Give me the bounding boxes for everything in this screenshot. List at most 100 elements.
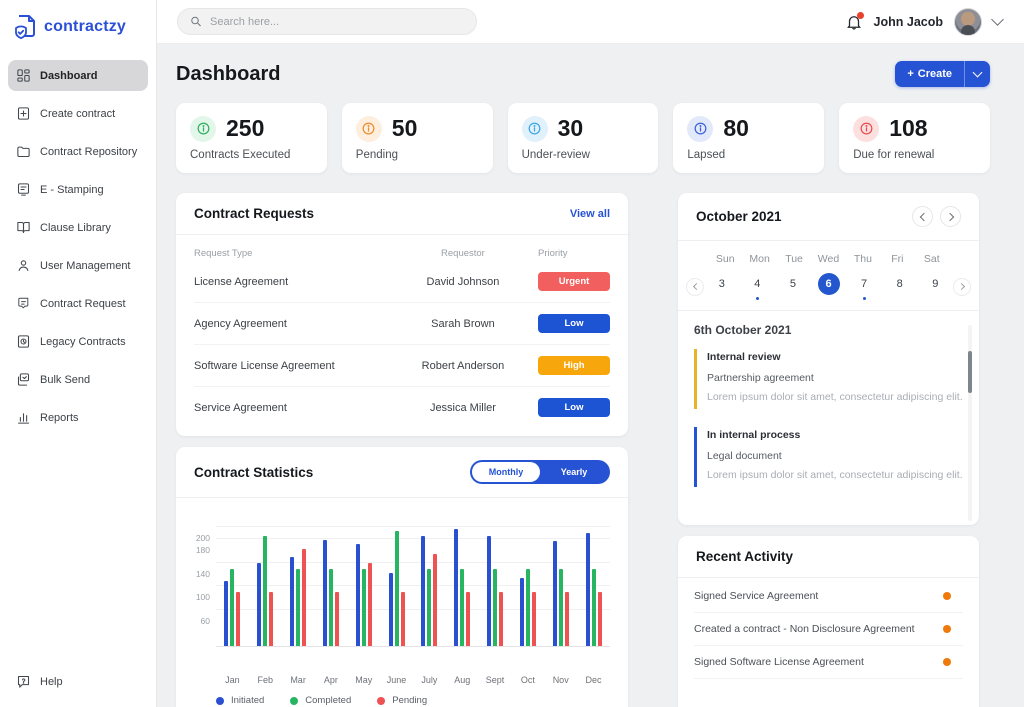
sidebar-item-bulk-send[interactable]: Bulk Send xyxy=(8,364,148,395)
sidebar-item-create-contract[interactable]: Create contract xyxy=(8,98,148,129)
dates-prev-button[interactable] xyxy=(686,277,704,296)
activity-row[interactable]: Signed Software License Agreement xyxy=(694,646,963,679)
bar-group-july[interactable] xyxy=(421,522,438,646)
bar-group-june[interactable] xyxy=(388,522,405,646)
calendar-prev-month-button[interactable] xyxy=(912,206,933,227)
bar-initiated xyxy=(585,532,590,646)
create-button[interactable]: + Create xyxy=(895,61,964,87)
x-tick-label: Feb xyxy=(257,675,273,685)
activity-row[interactable]: Signed Service Agreement xyxy=(694,580,963,613)
stat-label: Lapsed xyxy=(687,149,726,161)
table-row[interactable]: Software License Agreement Robert Anderso… xyxy=(194,345,610,387)
toggle-option-yearly[interactable]: Yearly xyxy=(560,467,588,477)
agenda-scrollbar-track xyxy=(968,325,972,521)
sidebar-item-contract-request[interactable]: Contract Request xyxy=(8,288,148,319)
agenda-event[interactable]: Internal review Partnership agreement Lore… xyxy=(694,349,963,409)
request-type: Agency Agreement xyxy=(194,317,287,330)
toggle-option-monthly[interactable]: Monthly xyxy=(472,462,540,482)
help-icon xyxy=(17,675,30,688)
event-description: Lorem ipsum dolor sit amet, consectetur … xyxy=(707,469,963,481)
date-number: 9 xyxy=(932,278,939,290)
sidebar-item-help[interactable]: Help xyxy=(16,674,140,689)
event-status: In internal process xyxy=(707,429,801,441)
bar-group-nov[interactable] xyxy=(552,522,569,646)
contract-statistics-title: Contract Statistics xyxy=(194,464,314,480)
brand-logo[interactable]: contractzy xyxy=(0,0,156,56)
activity-row[interactable]: Created a contract - Non Disclosure Agre… xyxy=(694,613,963,646)
create-dropdown-button[interactable] xyxy=(965,61,990,87)
bar-completed xyxy=(296,568,301,646)
calendar-date-3[interactable]: 3 xyxy=(704,273,740,300)
bar-group-apr[interactable] xyxy=(322,522,339,646)
legend-item-pending: Pending xyxy=(377,695,427,706)
calendar-date-8[interactable]: 8 xyxy=(882,273,918,300)
recent-activity-list: Signed Service Agreement Created a contra… xyxy=(678,578,979,689)
left-column: Contract Requests View all Request Type R… xyxy=(176,193,628,707)
calendar-dates-strip: 3 4 5 6 7 8 9 xyxy=(678,267,979,302)
view-all-link[interactable]: View all xyxy=(569,207,610,220)
dates-next-button[interactable] xyxy=(953,277,971,296)
priority-badge: Low xyxy=(538,398,610,417)
stat-label: Due for renewal xyxy=(853,149,935,161)
calendar-date-6[interactable]: 6 xyxy=(811,273,847,300)
sidebar-item-e-stamping[interactable]: E - Stamping xyxy=(8,174,148,205)
sidebar-item-label: Dashboard xyxy=(40,69,98,82)
bar-pending xyxy=(269,592,274,646)
bar-initiated xyxy=(552,541,557,646)
bar-group-feb[interactable] xyxy=(257,522,274,646)
bar-pending xyxy=(400,592,405,646)
y-tick-label: 140 xyxy=(195,568,210,579)
calendar-date-5[interactable]: 5 xyxy=(775,273,811,300)
calendar-date-4[interactable]: 4 xyxy=(740,273,776,300)
info-icon xyxy=(190,115,216,142)
activity-status-dot xyxy=(943,658,951,666)
bar-completed xyxy=(558,568,563,646)
x-tick-label: Oct xyxy=(520,675,535,685)
sidebar-item-clause-library[interactable]: Clause Library xyxy=(8,212,148,243)
chevron-left-icon xyxy=(919,212,928,221)
sidebar-item-dashboard[interactable]: Dashboard xyxy=(8,60,148,91)
sidebar-item-user-management[interactable]: User Management xyxy=(8,250,148,281)
date-number: 4 xyxy=(754,278,761,290)
sidebar-item-label: User Management xyxy=(40,259,131,272)
user-name: John Jacob xyxy=(873,14,943,29)
table-row[interactable]: License Agreement David Johnson Urgent xyxy=(194,261,610,303)
calendar-date-7[interactable]: 7 xyxy=(846,273,882,300)
bar-group-dec[interactable] xyxy=(585,522,602,646)
bar-group-aug[interactable] xyxy=(454,522,471,646)
legend-label: Completed xyxy=(305,695,352,706)
legend-dot xyxy=(216,696,224,705)
right-column: October 2021 Sun Mon Tue Wed Thu Fri Sat 3 4 5 6 7… xyxy=(678,193,979,707)
user-menu-chevron-down-icon[interactable] xyxy=(991,13,1004,26)
bar-initiated xyxy=(421,535,426,646)
table-row[interactable]: Agency Agreement Sarah Brown Low xyxy=(194,303,610,345)
calendar-next-month-button[interactable] xyxy=(940,206,961,227)
bar-group-jan[interactable] xyxy=(224,522,241,646)
stat-value: 108 xyxy=(889,115,928,141)
info-icon xyxy=(687,115,714,142)
x-tick-label: Jan xyxy=(225,675,240,685)
legend-dot xyxy=(290,696,299,705)
bar-group-may[interactable] xyxy=(355,522,372,646)
stats-row: 250 Contracts Executed 50 Pending 30 Under-re… xyxy=(176,103,990,173)
search-input[interactable] xyxy=(210,15,464,28)
calendar-month-label: October 2021 xyxy=(696,209,782,224)
y-tick-label: 60 xyxy=(200,616,210,627)
bar-group-sept[interactable] xyxy=(487,522,504,646)
legend-dot xyxy=(377,696,386,705)
calendar-date-9[interactable]: 9 xyxy=(917,273,953,300)
bar-group-oct[interactable] xyxy=(519,522,536,646)
agenda-scrollbar-thumb[interactable] xyxy=(968,351,972,393)
notifications-bell-icon[interactable] xyxy=(845,11,864,31)
sidebar-item-contract-repository[interactable]: Contract Repository xyxy=(8,136,148,167)
stat-label: Under-review xyxy=(521,149,590,161)
priority-badge: Urgent xyxy=(538,272,610,291)
table-row[interactable]: Service Agreement Jessica Miller Low xyxy=(194,387,610,428)
bar-group-mar[interactable] xyxy=(290,522,307,646)
sidebar-item-legacy-contracts[interactable]: Legacy Contracts xyxy=(8,326,148,357)
user-avatar[interactable] xyxy=(954,7,982,36)
bar-pending xyxy=(302,548,307,646)
sidebar-item-reports[interactable]: Reports xyxy=(8,402,148,433)
dashboard-content: Dashboard + Create 250 Contracts Executed… xyxy=(157,44,1024,707)
agenda-event[interactable]: In internal process Legal document Lorem i… xyxy=(694,427,963,487)
